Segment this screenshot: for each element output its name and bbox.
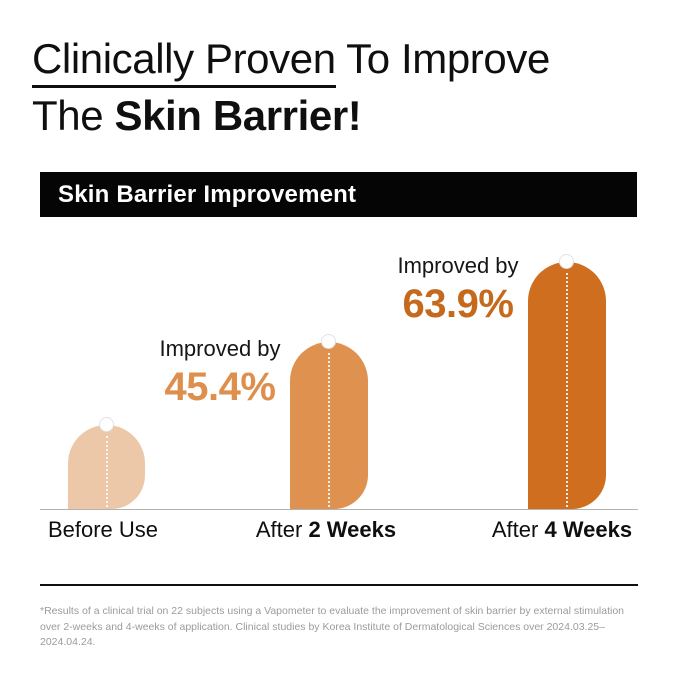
x-label-bold-text: 4 Weeks — [544, 517, 633, 542]
x-label-before-use: Before Use — [43, 517, 163, 543]
title-line2-pre: The — [32, 92, 115, 139]
improvement-value: 63.9% — [402, 282, 514, 326]
annotation-label: Improved by — [159, 336, 281, 361]
bar-after-4-weeks — [528, 254, 606, 509]
annotation-after-4-weeks: Improved by 63.9% — [378, 253, 538, 327]
section-banner-label: Skin Barrier Improvement — [58, 180, 357, 208]
footnote-text: *Results of a clinical trial on 22 subje… — [40, 604, 645, 651]
bar-after-2-weeks — [290, 334, 368, 509]
x-label-after-4-weeks: After 4 Weeks — [482, 517, 642, 543]
center-dotted-line — [566, 273, 568, 507]
title-underlined-phrase: Clinically Proven — [32, 35, 336, 88]
x-axis-baseline — [40, 509, 638, 510]
bar-before-use — [68, 417, 145, 509]
x-label-after-2-weeks: After 2 Weeks — [246, 517, 406, 543]
footnote-line-1: *Results of a clinical trial on 22 subje… — [40, 605, 625, 617]
x-label-text: After — [255, 517, 309, 542]
annotation-after-2-weeks: Improved by 45.4% — [140, 336, 300, 410]
footnote-line-2: over 2-weeks and 4-weeks of application.… — [40, 620, 605, 649]
center-dotted-line — [328, 353, 330, 507]
x-label-text: Before Use — [47, 517, 159, 542]
x-label-bold-text: 2 Weeks — [308, 517, 397, 542]
page-title: Clinically Proven To Improve The Skin Ba… — [32, 30, 550, 144]
title-line-1: Clinically Proven To Improve — [32, 30, 550, 88]
top-marker-dot-icon — [321, 334, 336, 349]
section-banner: Skin Barrier Improvement — [40, 172, 637, 217]
top-marker-dot-icon — [98, 417, 114, 432]
improvement-value: 45.4% — [164, 365, 276, 409]
title-line-2: The Skin Barrier! — [32, 87, 550, 144]
x-label-text: After — [491, 517, 545, 542]
title-line2-bold: Skin Barrier! — [114, 92, 362, 139]
annotation-label: Improved by — [397, 253, 519, 278]
footer-divider — [40, 584, 638, 586]
top-marker-dot-icon — [559, 254, 574, 269]
title-line1-rest: To Improve — [335, 35, 550, 82]
center-dotted-line — [105, 436, 108, 507]
